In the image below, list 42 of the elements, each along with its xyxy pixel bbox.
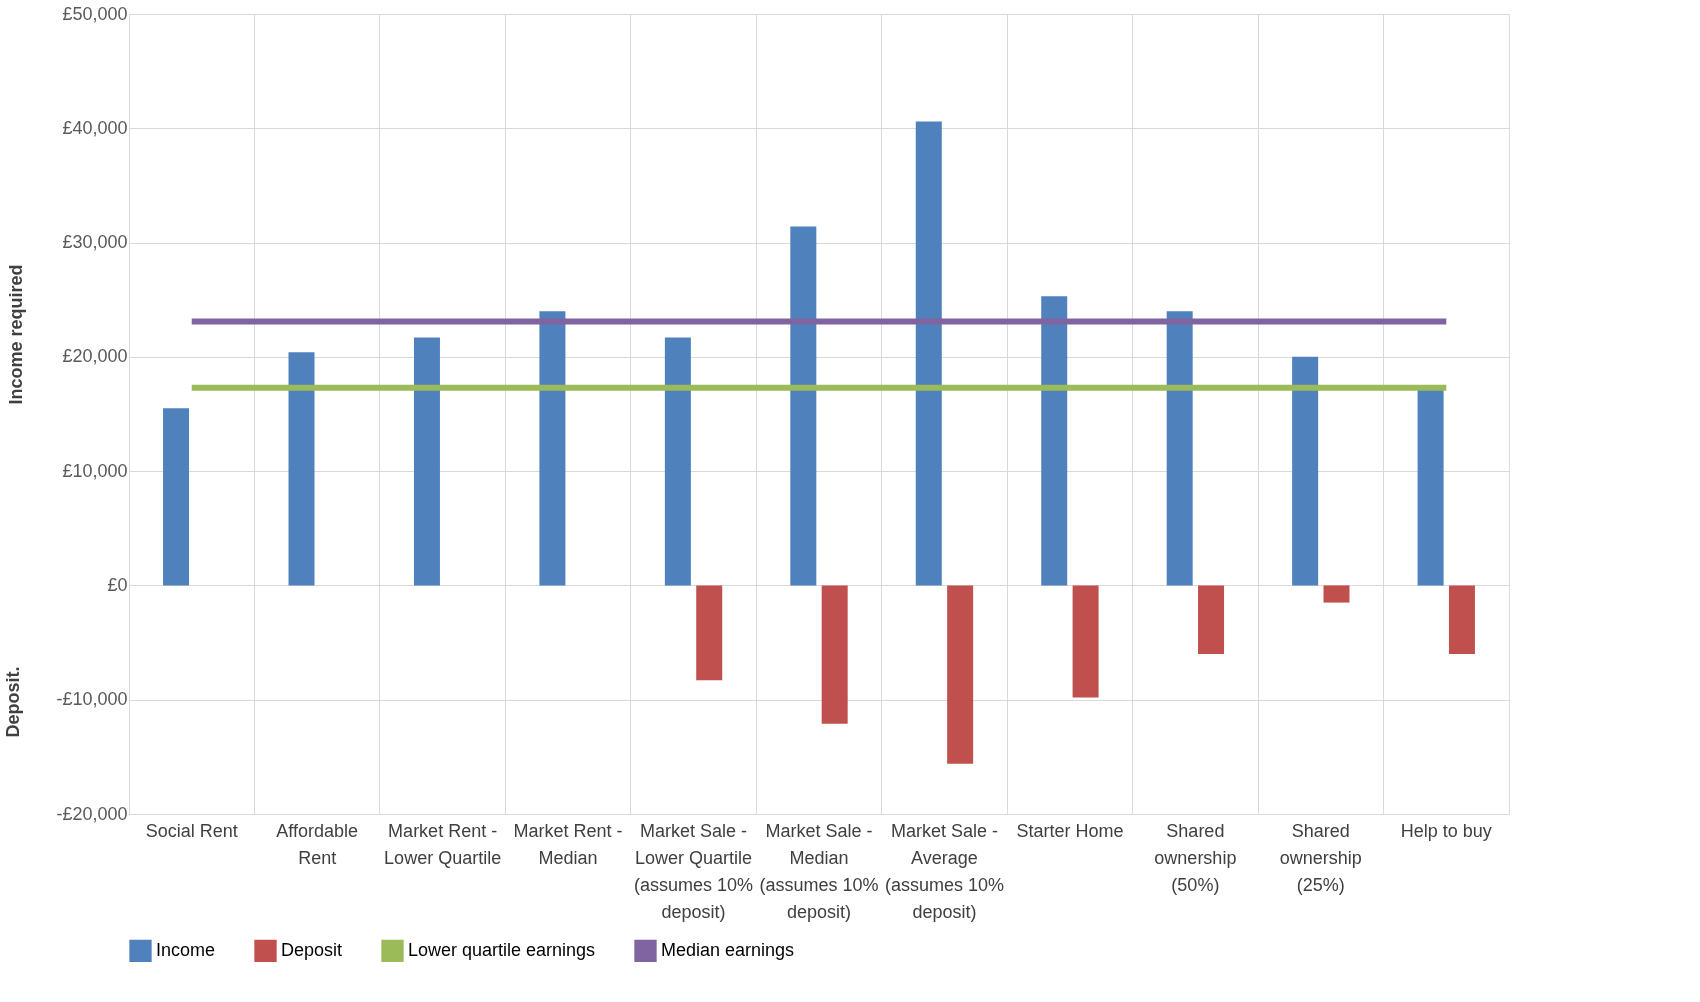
bar	[413, 337, 440, 586]
y-tick-label: £40,000	[62, 117, 128, 138]
x-tick-label: Market Sale - Lower Quartile (assumes 10% deposit)	[634, 820, 754, 922]
bar	[1448, 585, 1475, 654]
x-tick-label: Market Rent - Median	[513, 820, 623, 868]
legend-label: Lower quartile earnings	[408, 939, 596, 960]
x-tick-label: Shared ownership (25%)	[1279, 820, 1362, 895]
bar	[163, 408, 190, 586]
legend-label: Median earnings	[661, 939, 795, 960]
legend-label: Income	[156, 939, 216, 960]
x-tick-label: Shared ownership (50%)	[1154, 820, 1237, 895]
bar	[539, 311, 566, 586]
bar	[790, 226, 817, 586]
y-tick-label: £0	[107, 574, 128, 595]
bar	[664, 337, 691, 586]
bar	[1292, 356, 1319, 586]
y-axis-title: Income required	[6, 264, 27, 405]
y-tick-label: -£10,000	[56, 689, 128, 710]
bar	[1072, 585, 1099, 698]
x-tick-label: Market Sale - Average (assumes 10% deposit)	[884, 820, 1004, 922]
x-tick-label: Market Sale - Median (assumes 10% deposit)	[759, 820, 879, 922]
bar	[288, 352, 315, 586]
bar	[1323, 585, 1350, 603]
bar	[915, 121, 942, 586]
bar	[821, 585, 848, 724]
bar	[947, 585, 974, 764]
bar	[1041, 296, 1068, 586]
y-tick-label: £30,000	[62, 232, 128, 253]
y-tick-label: £10,000	[62, 460, 128, 481]
x-tick-label: Help to buy	[1400, 820, 1492, 841]
x-tick-label: Market Rent - Lower Quartile	[384, 820, 502, 868]
legend-label: Deposit	[281, 939, 343, 960]
bar	[696, 585, 723, 681]
text: Deposit.	[3, 666, 23, 738]
bar	[1198, 585, 1225, 654]
x-tick-label: Starter Home	[1016, 820, 1124, 841]
bar	[1166, 311, 1193, 586]
y-tick-label: £20,000	[62, 346, 128, 367]
y-tick-label: -£20,000	[56, 803, 128, 824]
y-tick-label: £50,000	[62, 3, 128, 24]
x-tick-label: Social Rent	[145, 820, 238, 841]
x-tick-label: Affordable Rent	[276, 820, 359, 868]
